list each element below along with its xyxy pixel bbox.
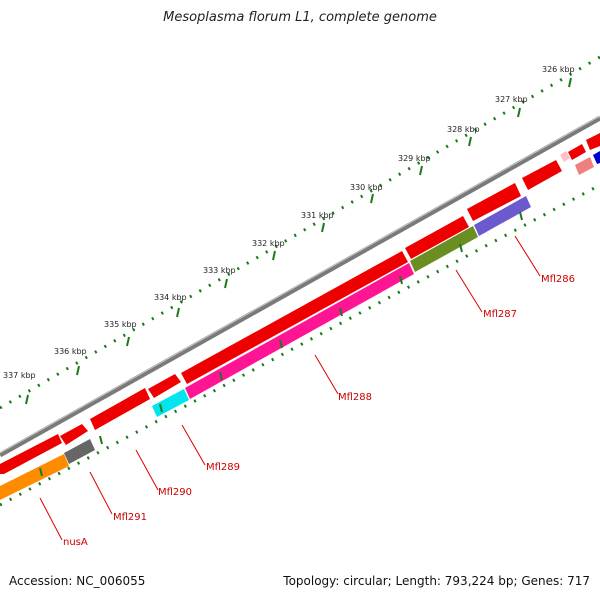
forward-gene xyxy=(90,388,150,430)
map-title: Mesoplasma florum L1, complete genome xyxy=(163,10,437,25)
forward-gene xyxy=(522,160,562,190)
scale-label-333: 333 kbp xyxy=(203,266,236,275)
scale-label-327: 327 kbp xyxy=(495,95,528,104)
scale-label-332: 332 kbp xyxy=(252,239,285,248)
label-leader-lines xyxy=(39,235,541,541)
gene-label-mfl289: Mfl289 xyxy=(206,462,240,473)
gene-nusa-bar xyxy=(0,454,69,500)
forward-gene xyxy=(148,374,181,398)
scale-label-334: 334 kbp xyxy=(154,293,187,302)
scale-label-331: 331 kbp xyxy=(301,211,334,220)
small-feature-salmon xyxy=(575,157,594,175)
gene-mfl287-bar xyxy=(410,226,478,272)
genome-backbone-highlight xyxy=(0,115,600,454)
gene-label-mfl290: Mfl290 xyxy=(158,487,192,498)
gene-label-nusa: nusA xyxy=(63,537,88,548)
gene-label-mfl287: Mfl287 xyxy=(483,309,517,320)
gene-mfl286-bar xyxy=(474,196,531,236)
scale-label-337: 337 kbp xyxy=(3,371,36,380)
gene-mfl288-bar xyxy=(185,263,414,399)
edge-feature-blue xyxy=(593,151,600,164)
scale-label-329: 329 kbp xyxy=(398,154,431,163)
accession-label: Accession: NC_006055 xyxy=(9,574,146,588)
forward-gene xyxy=(181,251,408,384)
gene-label-mfl288: Mfl288 xyxy=(338,392,372,403)
gene-mfl290-bar xyxy=(64,439,95,464)
gene-label-mfl291: Mfl291 xyxy=(113,512,147,523)
genome-summary-label: Topology: circular; Length: 793,224 bp; … xyxy=(283,574,590,588)
small-feature-light xyxy=(560,151,570,162)
forward-gene xyxy=(0,434,62,474)
scale-label-328: 328 kbp xyxy=(447,125,480,134)
scale-label-326: 326 kbp xyxy=(542,65,575,74)
forward-gene xyxy=(405,216,469,259)
genome-backbone xyxy=(0,115,600,458)
outer-scale-ring xyxy=(0,55,600,410)
inner-scale-ring xyxy=(0,183,600,507)
scale-ticks xyxy=(25,77,572,405)
forward-gene xyxy=(467,183,521,221)
forward-gene xyxy=(568,144,586,160)
forward-gene xyxy=(586,133,600,150)
forward-strand-genes xyxy=(0,133,600,474)
scale-label-335: 335 kbp xyxy=(104,320,137,329)
inner-scale-ticks xyxy=(39,211,523,477)
forward-gene xyxy=(60,424,88,445)
scale-label-336: 336 kbp xyxy=(54,347,87,356)
scale-label-330: 330 kbp xyxy=(350,183,383,192)
gene-label-mfl286: Mfl286 xyxy=(541,274,575,285)
